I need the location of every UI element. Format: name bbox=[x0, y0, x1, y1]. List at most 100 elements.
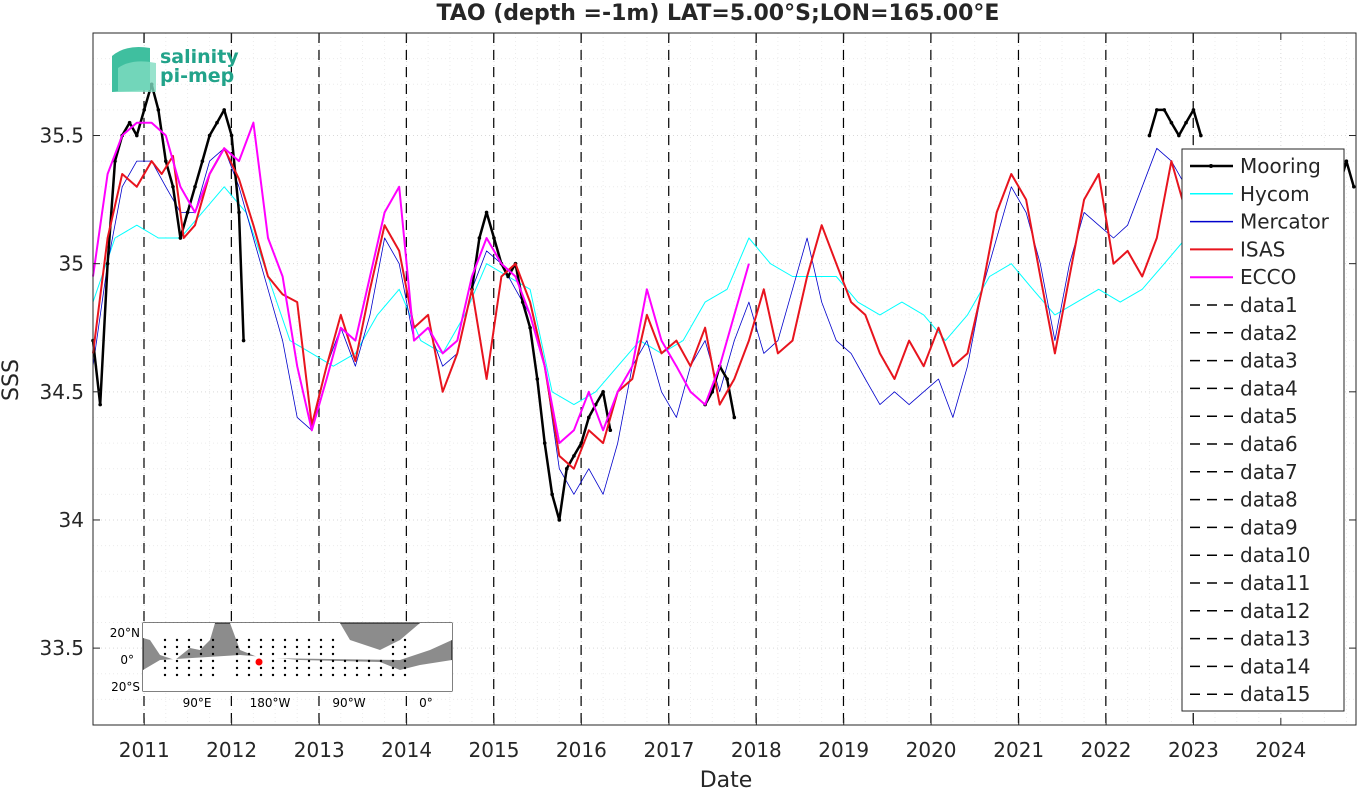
series-point-mooring bbox=[732, 415, 737, 420]
map-dot bbox=[175, 652, 179, 656]
map-dot bbox=[163, 673, 167, 677]
map-dot bbox=[319, 666, 323, 670]
map-dot bbox=[307, 666, 311, 670]
x-tick-label-2014: 2014 bbox=[381, 738, 432, 762]
series-point-mooring bbox=[171, 184, 175, 189]
series-point-mooring bbox=[207, 133, 212, 138]
series-point-mooring bbox=[477, 236, 482, 240]
map-dot bbox=[175, 659, 179, 663]
map-dot bbox=[319, 645, 323, 649]
series-point-mooring bbox=[586, 415, 591, 420]
legend-label-data3: data3 bbox=[1240, 349, 1298, 373]
series-point-mooring bbox=[1169, 120, 1174, 125]
logo-text-pimep: pi-mep bbox=[160, 65, 234, 87]
map-dot bbox=[331, 645, 335, 649]
map-dot bbox=[259, 638, 263, 642]
map-dot bbox=[271, 652, 275, 656]
series-point-mooring bbox=[98, 402, 102, 407]
x-tick-label-2020: 2020 bbox=[906, 738, 957, 762]
map-lon-label-90e: 90°E bbox=[183, 696, 212, 710]
legend-label-data14: data14 bbox=[1240, 654, 1311, 678]
series-point-mooring bbox=[1155, 108, 1159, 112]
logo-wave-shape-2 bbox=[118, 61, 156, 92]
map-dot bbox=[247, 659, 251, 663]
map-ocean-pacific bbox=[230, 623, 452, 660]
map-dot bbox=[391, 652, 395, 656]
series-point-mooring bbox=[1352, 184, 1356, 189]
series-point-mooring bbox=[1162, 108, 1167, 112]
map-dot bbox=[331, 652, 335, 656]
legend-items: Mooring Hycom Mercator ISAS ECCO data1 data2 da… bbox=[1190, 154, 1330, 706]
map-dot bbox=[187, 666, 191, 670]
map-dot bbox=[283, 673, 287, 677]
series-point-mooring bbox=[135, 133, 139, 138]
map-dot bbox=[343, 659, 347, 663]
map-dot bbox=[187, 645, 191, 649]
series-point-mooring bbox=[492, 236, 496, 240]
map-dot bbox=[259, 652, 263, 656]
series-point-mooring bbox=[142, 108, 147, 112]
map-dot bbox=[247, 645, 251, 649]
series-point-mooring bbox=[163, 159, 168, 163]
legend-label-data15: data15 bbox=[1240, 682, 1311, 706]
map-dot bbox=[367, 659, 371, 663]
map-dot bbox=[163, 659, 167, 663]
map-dot bbox=[283, 666, 287, 670]
x-tick-label-2023: 2023 bbox=[1168, 738, 1219, 762]
map-dot bbox=[163, 666, 167, 670]
series-point-mooring bbox=[237, 210, 241, 215]
map-dot bbox=[271, 638, 275, 642]
series-point-mooring bbox=[1191, 108, 1196, 112]
series-point-mooring bbox=[222, 108, 226, 112]
map-dot bbox=[259, 673, 263, 677]
map-dot bbox=[199, 638, 203, 642]
chart-title: TAO (depth =-1m) LAT=5.00°S;LON=165.00°E bbox=[437, 1, 1000, 26]
map-dot bbox=[307, 659, 311, 663]
legend-label-data6: data6 bbox=[1240, 432, 1298, 456]
map-dot bbox=[271, 645, 275, 649]
x-axis-label: Date bbox=[700, 768, 753, 790]
map-lon-label-180w: 180°W bbox=[250, 696, 291, 710]
series-line-isas-1 bbox=[92, 147, 1187, 470]
map-dot bbox=[403, 652, 407, 656]
y-tick-label-33.5: 33.5 bbox=[39, 636, 84, 660]
series-point-mooring bbox=[193, 184, 197, 189]
series-point-mooring bbox=[1199, 133, 1203, 138]
series-point-mooring bbox=[200, 159, 205, 163]
axis-ticks: 2011 2012 2013 2014 2015 2016 2017 2018 2019 2020… bbox=[39, 33, 1356, 762]
map-dot bbox=[367, 673, 371, 677]
series-point-mooring bbox=[725, 377, 729, 381]
map-dot bbox=[175, 666, 179, 670]
series-point-mooring bbox=[127, 120, 132, 125]
map-dot bbox=[259, 645, 263, 649]
series-point-mooring bbox=[506, 274, 510, 279]
map-dot bbox=[379, 673, 383, 677]
series-point-mooring bbox=[178, 236, 183, 240]
map-dot bbox=[379, 666, 383, 670]
legend-marker-mooring bbox=[1209, 164, 1213, 168]
map-dot bbox=[247, 666, 251, 670]
x-tick-label-2022: 2022 bbox=[1081, 738, 1132, 762]
map-lat-label-20s: 20°S bbox=[111, 680, 140, 694]
map-dot bbox=[211, 652, 215, 656]
map-dot bbox=[175, 645, 179, 649]
map-ocean-indian bbox=[143, 623, 215, 660]
y-tick-label-34: 34 bbox=[59, 508, 84, 532]
map-dot bbox=[283, 652, 287, 656]
map-dot bbox=[331, 638, 335, 642]
legend: Mooring Hycom Mercator ISAS ECCO data1 data2 da… bbox=[1181, 148, 1345, 712]
series-point-mooring bbox=[185, 210, 190, 215]
legend-label-data8: data8 bbox=[1240, 488, 1298, 512]
x-tick-label-2016: 2016 bbox=[556, 738, 607, 762]
map-ocean-south bbox=[143, 655, 452, 691]
series-point-mooring bbox=[1184, 120, 1188, 125]
legend-label-hycom: Hycom bbox=[1240, 182, 1310, 206]
map-dot bbox=[331, 659, 335, 663]
map-dot bbox=[403, 666, 407, 670]
map-dot bbox=[295, 638, 299, 642]
x-tick-label-2015: 2015 bbox=[469, 738, 520, 762]
map-dot bbox=[403, 659, 407, 663]
map-dot bbox=[283, 638, 287, 642]
legend-box bbox=[1181, 148, 1345, 712]
